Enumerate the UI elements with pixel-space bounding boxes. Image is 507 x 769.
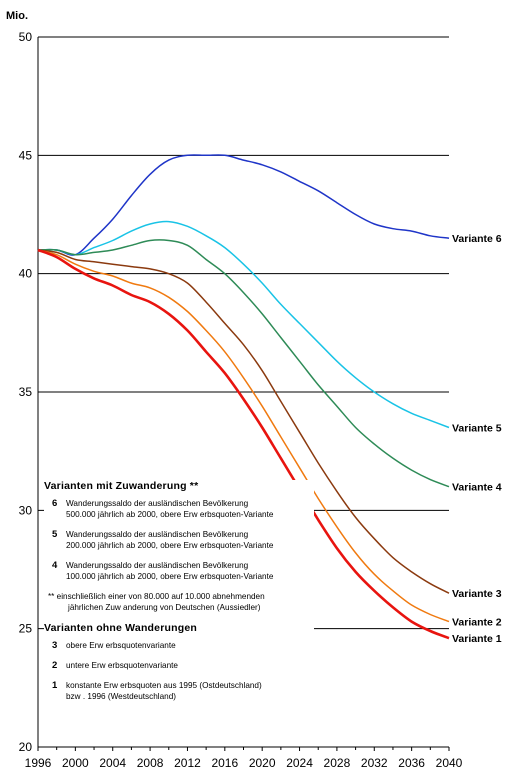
legend-without-entry-text: untere Erw erbsquotenvariante: [66, 660, 178, 671]
x-tick-label: 2020: [249, 756, 276, 769]
legend-without-entry: 2 untere Erw erbsquotenvariante: [44, 660, 314, 671]
legend-footnote-line1: ** einschließlich einer von 80.000 auf 1…: [48, 592, 265, 601]
x-tick-label: 2036: [398, 756, 425, 769]
series-label: Variante 4: [452, 482, 502, 494]
series-label: Variante 3: [452, 588, 502, 600]
series-lines: [37, 154, 450, 640]
legend-with-entry-text: Wanderungssaldo der ausländischen Bevölk…: [66, 529, 273, 551]
y-tick-label: 40: [19, 267, 33, 281]
x-tick-label: 2024: [286, 756, 313, 769]
legend-footnote-line2: jährlichen Zuw anderung von Deutschen (A…: [68, 603, 261, 612]
y-tick-label: 50: [19, 30, 33, 44]
legend-with-entry-number: 6: [52, 498, 58, 509]
series-line-variante-6: [37, 154, 450, 256]
y-tick-labels: 20 25 30 35 40 45 50: [19, 30, 33, 754]
x-tick-labels: 1996 2000 2004 2008 2012 2016 2020 2024 2028 2032…: [25, 756, 463, 769]
legend-footnote: ** einschließlich einer von 80.000 auf 1…: [44, 591, 314, 613]
legend-with-entry-number: 4: [52, 560, 58, 571]
y-axis-label: Mio.: [6, 10, 28, 22]
legend-without-entry-line1: untere Erw erbsquotenvariante: [66, 661, 178, 670]
legend-heading-without-migration: Varianten ohne Wanderungen: [44, 622, 197, 634]
axes: [37, 37, 450, 751]
x-tick-label: 2008: [137, 756, 164, 769]
legend-with-migration-list: 6 Wanderungssaldo der ausländischen Bevöl…: [44, 498, 314, 582]
x-tick-label: 2040: [436, 756, 463, 769]
legend-without-entry: 1 konstante Erw erbsquoten aus 1995 (Ostd…: [44, 680, 314, 702]
y-tick-label: 25: [19, 622, 33, 636]
legend-box: Varianten mit Zuwanderung ** 6 Wanderungs…: [44, 480, 314, 711]
legend-without-entry: 3 obere Erw erbsquotenvariante: [44, 640, 314, 651]
series-label: Variante 6: [452, 233, 502, 245]
legend-with-entry-line2: 500.000 jährlich ab 2000, obere Erw erbs…: [66, 510, 274, 519]
series-label: Variante 1: [452, 633, 502, 645]
x-tick-label: 2000: [62, 756, 89, 769]
series-line-variante-4: [37, 239, 450, 488]
legend-with-entry-line2: 100.000 jährlich ab 2000, obere Erw erbs…: [66, 572, 274, 581]
x-tick-label: 2012: [174, 756, 201, 769]
legend-without-entry-line2: bzw . 1996 (Westdeutschland): [66, 692, 176, 701]
y-tick-label: 30: [19, 503, 33, 517]
legend-with-entry-line1: Wanderungssaldo der ausländischen Bevölk…: [66, 530, 249, 539]
legend-with-entry-text: Wanderungssaldo der ausländischen Bevölk…: [66, 498, 273, 520]
y-tick-label: 20: [19, 740, 33, 754]
y-tick-label: 35: [19, 385, 33, 399]
legend-with-entry-number: 5: [52, 529, 58, 540]
legend-with-entry: 5 Wanderungssaldo der ausländischen Bevöl…: [44, 529, 314, 551]
legend-without-entry-number: 1: [52, 680, 58, 691]
x-tick-label: 2016: [211, 756, 238, 769]
legend-with-entry-line2: 200.000 jährlich ab 2000, obere Erw erbs…: [66, 541, 274, 550]
x-tick-label: 2028: [324, 756, 351, 769]
legend-heading-with-migration: Varianten mit Zuwanderung **: [44, 480, 199, 492]
x-tick-label: 2004: [99, 756, 126, 769]
series-line-variante-5: [37, 220, 450, 429]
y-tick-label: 45: [19, 148, 33, 162]
series-label: Variante 2: [452, 617, 502, 629]
legend-without-entry-line1: obere Erw erbsquotenvariante: [66, 641, 176, 650]
series-labels: Variante 6 Variante 5 Variante 4 Variante 3…: [452, 233, 502, 645]
legend-without-entry-number: 2: [52, 660, 58, 671]
legend-without-entry-text: konstante Erw erbsquoten aus 1995 (Ostde…: [66, 680, 262, 702]
series-line-variante-1: [37, 248, 450, 640]
legend-without-entry-line1: konstante Erw erbsquoten aus 1995 (Ostde…: [66, 681, 262, 690]
legend-without-entry-number: 3: [52, 640, 58, 651]
series-line-variante-3: [37, 249, 450, 594]
x-tick-label: 1996: [25, 756, 52, 769]
series-line-variante-2: [37, 249, 450, 623]
legend-without-migration-list: 3 obere Erw erbsquotenvariante 2 untere Erw…: [44, 640, 314, 702]
legend-with-entry: 6 Wanderungssaldo der ausländischen Bevöl…: [44, 498, 314, 520]
series-label: Variante 5: [452, 423, 502, 435]
legend-with-entry-text: Wanderungssaldo der ausländischen Bevölk…: [66, 560, 273, 582]
legend-without-entry-text: obere Erw erbsquotenvariante: [66, 640, 176, 651]
legend-with-entry-line1: Wanderungssaldo der ausländischen Bevölk…: [66, 561, 249, 570]
x-tick-label: 2032: [361, 756, 388, 769]
legend-with-entry: 4 Wanderungssaldo der ausländischen Bevöl…: [44, 560, 314, 582]
legend-with-entry-line1: Wanderungssaldo der ausländischen Bevölk…: [66, 499, 249, 508]
